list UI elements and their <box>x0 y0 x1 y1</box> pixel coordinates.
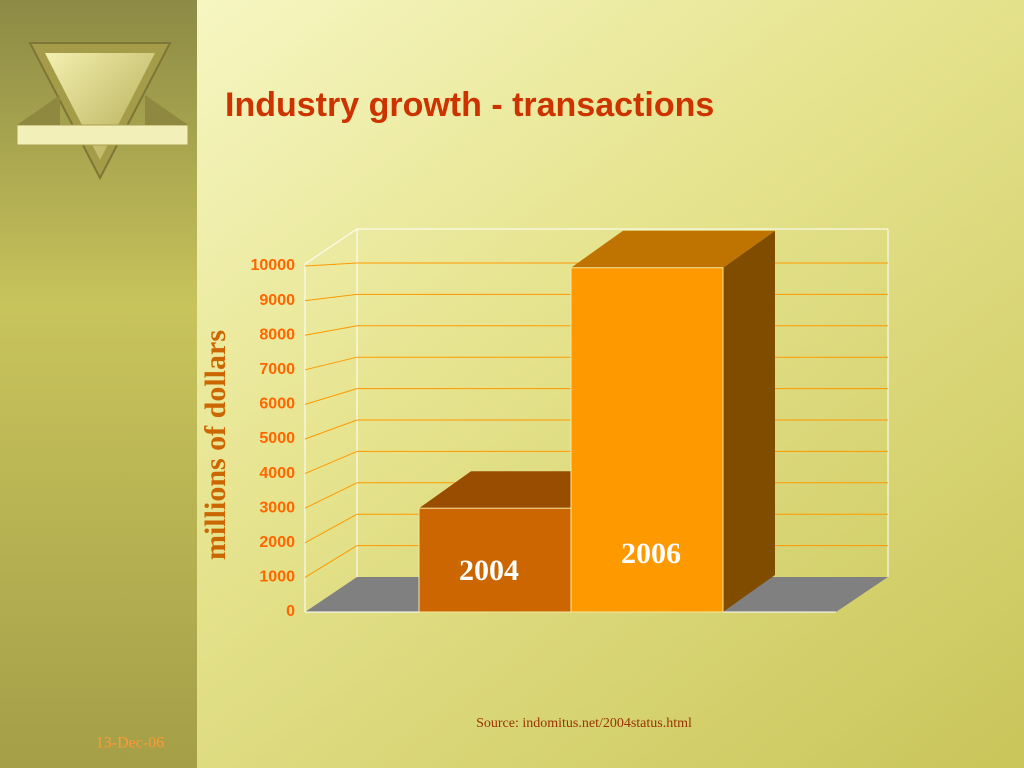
y-tick-label: 9000 <box>259 292 295 309</box>
bar <box>570 267 724 613</box>
grid-line <box>304 513 358 544</box>
y-tick-label: 6000 <box>259 396 295 413</box>
grid-line <box>304 450 358 475</box>
grid-line <box>304 419 358 440</box>
chart-title: Industry growth - transactions <box>225 86 714 124</box>
y-tick-label: 1000 <box>259 569 295 586</box>
grid-line <box>304 293 358 302</box>
y-axis-label: millions of dollars <box>199 330 232 560</box>
date: 13-Dec-06 <box>96 735 164 752</box>
y-tick-label: 7000 <box>259 361 295 378</box>
grid-line <box>304 325 358 336</box>
bar-top <box>571 230 775 268</box>
y-tick-label: 10000 <box>251 257 296 274</box>
y-tick-label: 4000 <box>259 465 295 482</box>
y-tick-label: 8000 <box>259 326 295 343</box>
y-tick-label: 2000 <box>259 534 295 551</box>
y-tick-label: 3000 <box>259 499 295 516</box>
bar <box>418 507 572 613</box>
grid-line <box>304 545 358 578</box>
grid-line <box>304 356 358 371</box>
wall-edge <box>304 228 358 265</box>
grid-line <box>304 388 358 405</box>
category-label: 2006 <box>621 537 681 570</box>
y-tick-label: 0 <box>286 603 295 620</box>
category-label: 2004 <box>459 554 519 587</box>
bar-side <box>723 230 775 613</box>
grid-line <box>304 262 358 267</box>
source: Source: indomitus.net/2004status.html <box>476 716 692 731</box>
logo <box>16 42 189 181</box>
grid-line <box>304 482 358 509</box>
y-tick-label: 5000 <box>259 430 295 447</box>
